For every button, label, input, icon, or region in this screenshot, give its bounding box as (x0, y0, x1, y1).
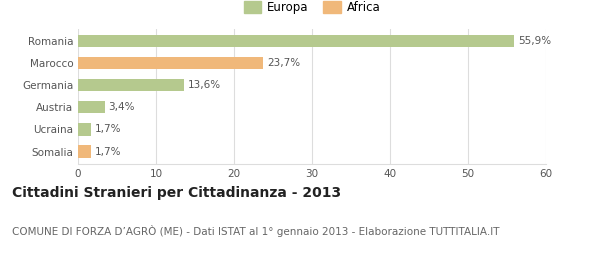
Text: COMUNE DI FORZA D’AGRÒ (ME) - Dati ISTAT al 1° gennaio 2013 - Elaborazione TUTTI: COMUNE DI FORZA D’AGRÒ (ME) - Dati ISTAT… (12, 225, 499, 237)
Text: 3,4%: 3,4% (109, 102, 135, 112)
Text: 1,7%: 1,7% (95, 147, 122, 157)
Text: 23,7%: 23,7% (267, 58, 300, 68)
Text: Cittadini Stranieri per Cittadinanza - 2013: Cittadini Stranieri per Cittadinanza - 2… (12, 186, 341, 200)
Legend: Europa, Africa: Europa, Africa (240, 0, 384, 17)
Bar (78, 101, 104, 113)
Text: 55,9%: 55,9% (518, 36, 551, 46)
Bar (78, 79, 184, 91)
Bar (78, 146, 91, 158)
Text: 13,6%: 13,6% (188, 80, 221, 90)
Bar (78, 123, 91, 135)
Text: 1,7%: 1,7% (95, 125, 122, 134)
Bar (78, 35, 514, 47)
Bar (78, 57, 263, 69)
